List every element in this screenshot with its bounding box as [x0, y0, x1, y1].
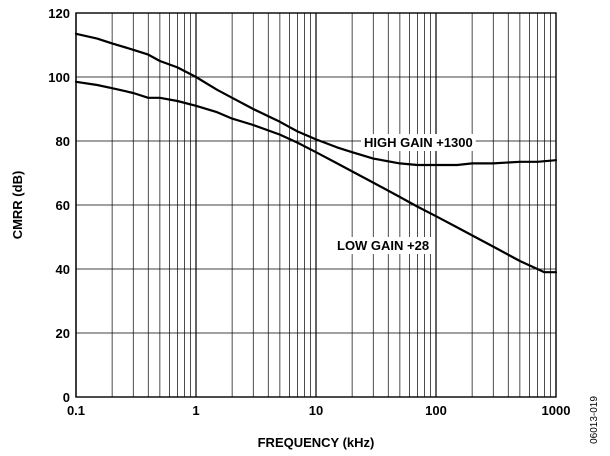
x-tick-label: 100: [425, 403, 447, 418]
series-label-background-high: [361, 134, 476, 151]
grid: [75, 12, 556, 398]
x-tick-label: 1000: [542, 403, 571, 418]
y-tick-label: 0: [63, 390, 70, 405]
x-axis-title: FREQUENCY (kHz): [258, 435, 375, 450]
y-tick-label: 40: [56, 262, 70, 277]
series-label-low-gain: LOW GAIN +28: [337, 238, 429, 253]
x-tick-label: 1: [192, 403, 199, 418]
y-tick-label: 80: [56, 134, 70, 149]
series-group: [74, 32, 558, 274]
x-tick-label: 0.1: [67, 403, 85, 418]
y-tick-labels: 0 20 40 60 80 100 120: [48, 6, 70, 405]
y-tick-label: 60: [56, 198, 70, 213]
y-tick-label: 100: [48, 70, 70, 85]
x-tick-labels: 0.1 1 10 100 1000: [67, 403, 571, 418]
figure-id: 06013-019: [589, 396, 600, 444]
series-line-high-gain: [74, 32, 558, 167]
series-label-high-gain: HIGH GAIN +1300: [364, 135, 473, 150]
y-tick-label: 20: [56, 326, 70, 341]
y-axis-title: CMRR (dB): [10, 171, 25, 240]
series-label-background-low: [334, 237, 433, 254]
x-tick-label: 10: [309, 403, 323, 418]
y-tick-label: 120: [48, 6, 70, 21]
plot-frame: [75, 12, 557, 398]
series-line-low-gain: [74, 80, 558, 274]
